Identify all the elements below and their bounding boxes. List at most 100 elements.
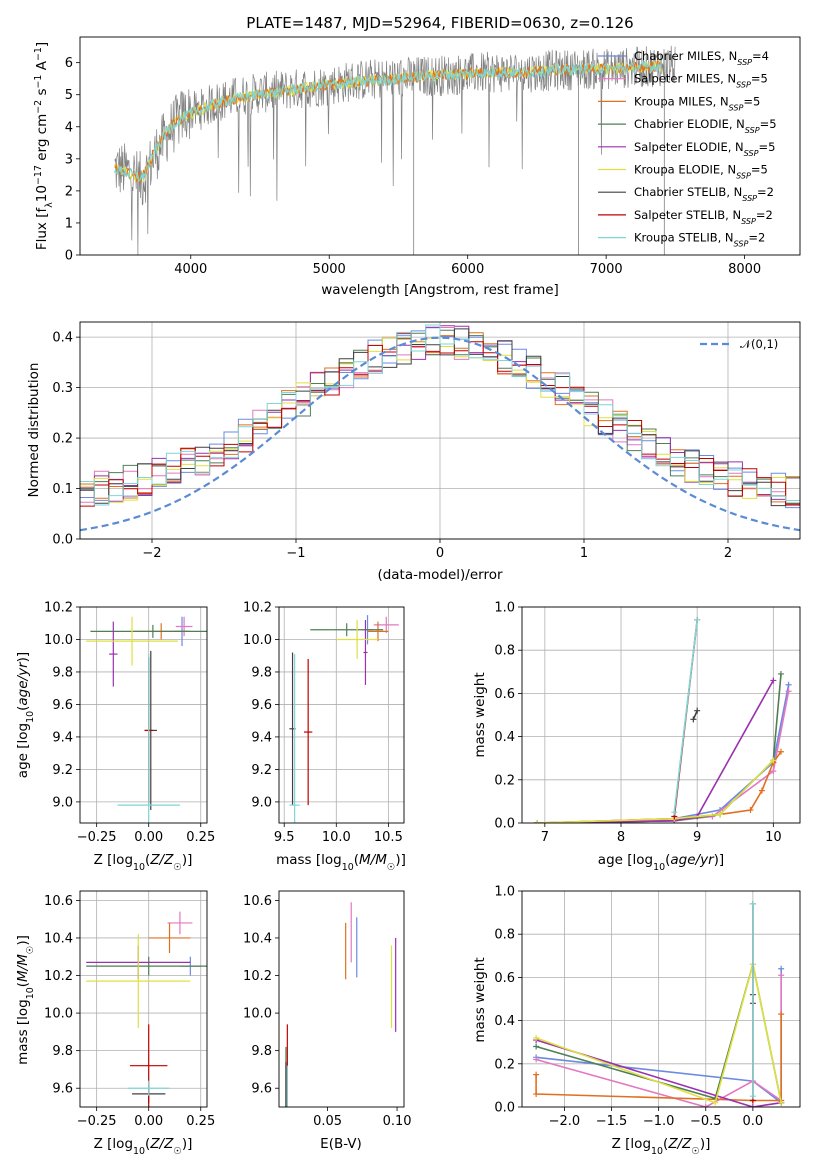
plot-area-mass_weight_vs_Z: [533, 900, 785, 1107]
y-tick-label: 10.2: [44, 601, 73, 616]
series-marker: [533, 1034, 540, 1041]
axes-mass_weight_vs_age: 7 8 9 10 0.0 0.2 0.4 0.6 0.8 1.0 age [log10(age/yr…: [472, 601, 801, 873]
y-tick-label: 0.6: [494, 971, 515, 986]
axes-mass_weight_vs_Z: −2.0 −1.5 −1.0 −0.5 0.0 0.0 0.2 0.4 0.6 0.8 1.0 Z […: [472, 885, 801, 1157]
y-tick-label: 0.0: [494, 817, 515, 832]
series-line: [537, 680, 774, 823]
series-marker: [702, 1104, 709, 1107]
x-tick-label: 2: [724, 546, 732, 561]
axes-frame: [278, 606, 405, 824]
x-tick-label: 4000: [174, 262, 207, 277]
y-tick-label: 5: [65, 88, 73, 103]
series-marker: [778, 965, 785, 972]
x-tick-label: −0.25: [77, 830, 117, 845]
legend-label: Salpeter ELODIE, NSSP=5: [634, 140, 775, 158]
x-tick-label: 8: [617, 830, 625, 845]
y-tick-label: 0.2: [52, 432, 73, 447]
spectrum-legend: Chabrier MILES, NSSP=4 Salpeter MILES, NS…: [598, 49, 777, 248]
model-spectrum: [114, 59, 662, 184]
axes-age_vs_mass: 9.5 10.0 10.5 9.0 9.2 9.4 9.6 9.8 10.0 10.2 mass […: [243, 601, 406, 873]
x-tick-label: 0.10: [383, 1114, 412, 1129]
plot-area-mass_vs_EBV: [285, 902, 397, 1107]
y-tick-label: 10.2: [243, 969, 272, 984]
plot-area-age_vs_Z: [86, 616, 207, 823]
x-tick-label: −2.0: [549, 1114, 581, 1129]
series-marker: [778, 1099, 785, 1106]
residual-histogram: [80, 332, 800, 507]
data-spectrum: [114, 45, 676, 255]
axes-frame: [79, 606, 208, 824]
x-tick-label: 10.5: [374, 830, 403, 845]
x-tick-label: −2: [142, 546, 161, 561]
y-tick-label: 3: [65, 152, 73, 167]
legend-label: Kroupa ELODIE, NSSP=5: [634, 163, 768, 181]
model-spectrum: [114, 60, 662, 182]
y-axis-label: Flux [fλ10−17 erg cm−2 s−1 A−1]: [33, 42, 55, 250]
x-tick-label: 1: [580, 546, 588, 561]
y-tick-label: 0.2: [494, 1057, 515, 1072]
x-axis-label: (data-model)/error: [377, 567, 503, 583]
series-line: [537, 673, 782, 823]
series-chabrier-stelib: [690, 707, 701, 723]
plot-area-age_vs_mass: [289, 615, 399, 823]
y-tick-label: 1: [65, 216, 73, 231]
plot-area-spectrum: [114, 45, 676, 255]
series-marker: [717, 811, 724, 818]
x-tick-label: 0.0: [743, 1114, 764, 1129]
y-axis-label: mass [log10(M/M☉)]: [15, 935, 36, 1065]
axes-frame: [79, 321, 801, 540]
point-salpeter-stelib: [304, 658, 313, 806]
y-tick-label: 10.4: [243, 931, 272, 946]
x-tick-label: 9.5: [274, 830, 295, 845]
series-marker: [694, 707, 701, 714]
y-tick-label: 9.8: [251, 1044, 272, 1059]
y-tick-label: 9.0: [251, 795, 272, 810]
point-salpeter-elodie: [363, 619, 368, 685]
residual-histogram: [80, 328, 800, 507]
y-tick-label: 4: [65, 120, 73, 135]
y-tick-label: 10.0: [44, 633, 73, 648]
series-salpeter-elodie: [534, 677, 777, 823]
legend-label: Chabrier ELODIE, NSSP=5: [634, 117, 777, 135]
y-tick-label: 1.0: [494, 885, 515, 900]
series-marker: [747, 807, 754, 814]
series-line: [535, 1039, 782, 1107]
y-tick-label: 9.6: [52, 698, 73, 713]
x-axis-label: mass [log10(M/M☉)]: [276, 852, 406, 873]
x-tick-label: −1.0: [643, 1114, 675, 1129]
x-tick-label: −1: [286, 546, 305, 561]
series-marker: [749, 900, 756, 907]
point-chabrier-elodie: [86, 956, 207, 976]
y-tick-label: 10.2: [44, 969, 73, 984]
series-kroupa-stelib: [749, 900, 756, 1100]
y-tick-label: 9.6: [251, 1082, 272, 1097]
x-tick-label: −0.5: [690, 1114, 722, 1129]
y-tick-label: 0: [65, 249, 73, 264]
axes-frame: [521, 606, 801, 824]
y-tick-label: 9.0: [52, 795, 73, 810]
x-axis-label: Z [log10(Z/Z☉)]: [94, 852, 193, 873]
series-line: [537, 759, 774, 823]
y-tick-label: 9.6: [52, 1082, 73, 1097]
y-tick-label: 0.3: [52, 381, 73, 396]
plot-area-residuals: [80, 324, 800, 532]
x-tick-label: 0.25: [186, 830, 215, 845]
series-marker: [778, 1011, 785, 1018]
series-marker: [777, 748, 784, 755]
series-chabrier-elodie: [534, 670, 784, 823]
series-marker: [785, 688, 792, 695]
x-axis-label: wavelength [Angstrom, rest frame]: [321, 282, 559, 298]
axes-frame: [278, 890, 405, 1108]
y-tick-label: 0.0: [494, 1101, 515, 1116]
y-tick-label: 0.8: [494, 644, 515, 659]
point-kroupa-miles: [367, 621, 389, 642]
y-tick-label: 9.4: [52, 730, 73, 745]
legend-label: Kroupa MILES, NSSP=5: [634, 94, 760, 112]
series-marker: [758, 787, 765, 794]
gaussian-curve: [80, 336, 800, 532]
y-tick-label: 0.0: [52, 533, 73, 548]
series-line: [692, 710, 698, 720]
x-tick-label: 9: [693, 830, 701, 845]
y-tick-label: 9.2: [52, 763, 73, 778]
